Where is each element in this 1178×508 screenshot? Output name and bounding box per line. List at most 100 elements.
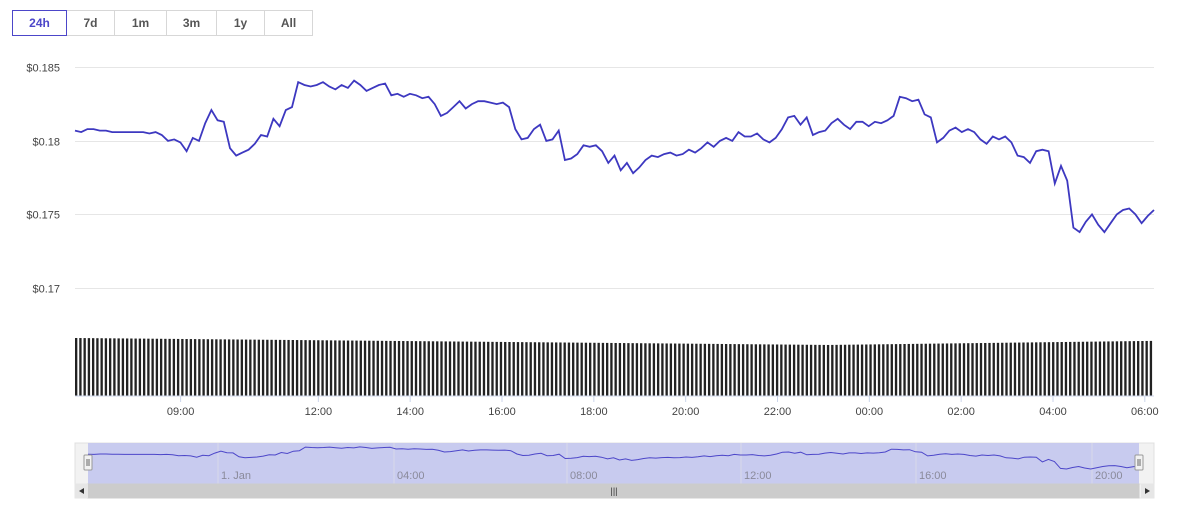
volume-bar <box>627 343 630 396</box>
volume-bar <box>300 340 303 396</box>
volume-bar <box>1009 342 1012 396</box>
volume-bar <box>937 343 940 396</box>
volume-bar <box>580 342 583 396</box>
volume-bar <box>924 343 927 396</box>
navigator-selected-range[interactable] <box>88 443 1139 484</box>
volume-bar <box>253 339 256 396</box>
volume-bar <box>673 343 677 396</box>
volume-bar <box>419 341 422 396</box>
volume-bar <box>108 338 112 396</box>
volume-bar <box>831 344 834 396</box>
volume-bar <box>928 343 932 396</box>
volume-bar <box>1056 342 1059 396</box>
scroll-right-arrow-icon[interactable] <box>1141 484 1154 498</box>
navigator-scrollbar[interactable]: ||| <box>74 483 1155 499</box>
volume-bar <box>368 340 371 396</box>
volume-bar <box>312 340 316 396</box>
range-selector: 24h 7d 1m 3m 1y All <box>12 10 313 36</box>
range-button-24h[interactable]: 24h <box>12 10 67 36</box>
volume-bar <box>967 343 970 396</box>
range-button-7d[interactable]: 7d <box>67 10 115 36</box>
volume-bar <box>1094 341 1097 396</box>
volume-bar <box>869 344 872 396</box>
volume-bar <box>189 339 193 396</box>
volume-bar <box>104 338 108 396</box>
volume-bar <box>1043 342 1046 396</box>
volume-bar <box>470 341 473 396</box>
volume-bar <box>448 341 452 396</box>
volume-bar <box>911 343 915 396</box>
volume-bar <box>142 338 146 396</box>
volume-bar <box>113 338 116 396</box>
volume-bar <box>669 343 673 396</box>
volume-bar <box>950 343 953 396</box>
scrollbar-grip-icon: ||| <box>610 486 617 496</box>
volume-bar <box>444 341 447 396</box>
volume-bar <box>610 342 613 396</box>
y-tick-label: $0.18 <box>32 137 60 149</box>
volume-bar <box>1098 341 1102 396</box>
volume-bar <box>478 341 481 396</box>
volume-bar <box>321 340 324 396</box>
volume-bar <box>1137 341 1140 396</box>
volume-bar <box>763 344 766 396</box>
volume-bar <box>835 344 838 396</box>
volume-bar <box>1077 341 1080 396</box>
volume-bar <box>427 341 430 396</box>
volume-bar <box>521 342 524 396</box>
volume-bar <box>172 338 176 396</box>
range-button-all[interactable]: All <box>265 10 313 36</box>
volume-bar <box>1005 342 1008 396</box>
volume-bar <box>1107 341 1110 396</box>
volume-bar <box>79 338 82 396</box>
volume-bar <box>295 340 299 396</box>
volume-bar <box>801 344 804 396</box>
volume-bar <box>576 342 579 396</box>
volume-bar <box>155 338 159 396</box>
volume-bar <box>1035 342 1038 396</box>
volume-bar <box>818 344 821 396</box>
volume-bar <box>644 343 647 396</box>
volume-bar <box>487 341 490 396</box>
volume-bar <box>176 338 180 396</box>
x-tick-label: 06:00 <box>1131 406 1159 418</box>
volume-bar <box>457 341 460 396</box>
navigator-left-handle[interactable] <box>83 454 93 471</box>
volume-bar <box>274 339 277 396</box>
volume-bar <box>771 344 775 396</box>
volume-bar <box>1013 342 1017 396</box>
volume-bar <box>453 341 456 396</box>
volume-bar <box>202 339 205 396</box>
volume-bar <box>559 342 562 396</box>
volume-bar <box>741 344 745 396</box>
navigator-right-handle[interactable] <box>1134 454 1144 471</box>
volume-bar <box>495 341 498 396</box>
volume-bar <box>232 339 235 396</box>
volume-bar <box>550 342 554 396</box>
range-button-1y[interactable]: 1y <box>217 10 265 36</box>
volume-bar <box>329 340 333 396</box>
volume-bar <box>1090 341 1093 396</box>
range-button-3m[interactable]: 3m <box>167 10 217 36</box>
navigator-label: 04:00 <box>397 470 425 482</box>
volume-bar <box>1111 341 1114 396</box>
volume-bar <box>648 343 651 396</box>
scroll-left-arrow-icon[interactable] <box>75 484 88 498</box>
volume-bar <box>1081 341 1085 396</box>
volume-bar <box>563 342 566 396</box>
volume-bar <box>257 339 261 396</box>
volume-bar <box>988 342 991 396</box>
volume-bar <box>992 342 995 396</box>
volume-bar <box>338 340 341 396</box>
volume-bar <box>414 341 418 396</box>
range-button-1m[interactable]: 1m <box>115 10 167 36</box>
volume-bar <box>219 339 222 396</box>
navigator-label: 12:00 <box>744 470 772 482</box>
volume-bar <box>87 338 91 396</box>
volume-bar <box>431 341 435 396</box>
x-tick-label: 20:00 <box>672 406 700 418</box>
volume-bar <box>707 343 711 396</box>
volume-bar <box>805 344 808 396</box>
volume-bar <box>342 340 345 396</box>
volume-bar <box>1120 341 1123 396</box>
